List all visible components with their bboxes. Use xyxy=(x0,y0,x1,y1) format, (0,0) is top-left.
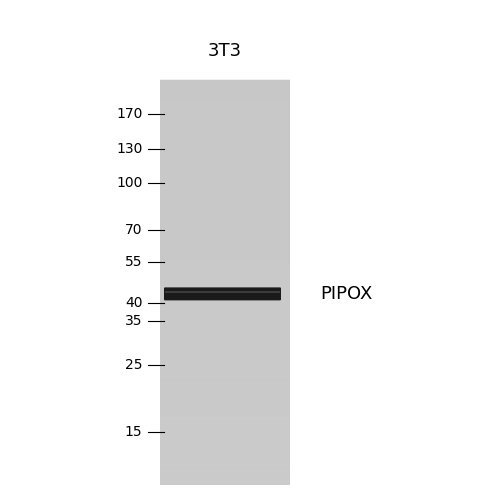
Bar xyxy=(160,126,290,134)
Bar xyxy=(160,86,290,94)
Text: 55: 55 xyxy=(125,254,142,268)
Bar xyxy=(160,308,290,316)
Bar xyxy=(160,268,290,276)
Bar xyxy=(160,194,290,202)
Bar xyxy=(160,416,290,424)
Bar xyxy=(160,106,290,114)
Bar xyxy=(160,207,290,215)
Bar xyxy=(160,336,290,343)
Bar xyxy=(160,376,290,384)
Text: 3T3: 3T3 xyxy=(208,42,242,60)
Bar xyxy=(160,390,290,397)
Bar xyxy=(160,342,290,350)
Bar xyxy=(160,477,290,485)
Bar xyxy=(160,464,290,471)
Bar xyxy=(160,316,290,323)
Text: 170: 170 xyxy=(116,107,142,121)
Bar xyxy=(160,214,290,222)
Bar xyxy=(160,113,290,120)
Bar xyxy=(160,444,290,451)
Bar xyxy=(160,228,290,235)
Bar xyxy=(160,200,290,208)
Bar xyxy=(160,423,290,431)
Bar xyxy=(160,362,290,370)
Bar xyxy=(160,288,290,296)
Bar xyxy=(160,133,290,141)
Bar xyxy=(160,254,290,262)
Bar xyxy=(160,160,290,168)
Bar xyxy=(165,291,280,294)
Bar xyxy=(160,153,290,161)
Bar xyxy=(160,120,290,128)
Bar xyxy=(160,248,290,256)
Text: 70: 70 xyxy=(125,223,142,237)
Bar xyxy=(160,322,290,330)
Text: PIPOX: PIPOX xyxy=(320,285,372,303)
Bar xyxy=(160,180,290,188)
FancyBboxPatch shape xyxy=(164,288,281,300)
Bar xyxy=(160,275,290,282)
Bar xyxy=(160,167,290,174)
Bar xyxy=(160,187,290,194)
Bar xyxy=(160,92,290,100)
Bar xyxy=(160,146,290,154)
Bar xyxy=(160,221,290,228)
Bar xyxy=(160,403,290,411)
Bar xyxy=(160,79,290,87)
Bar xyxy=(160,457,290,465)
Bar xyxy=(160,80,290,485)
Bar xyxy=(160,261,290,269)
Bar xyxy=(160,470,290,478)
Text: 25: 25 xyxy=(125,358,142,372)
Bar xyxy=(160,302,290,310)
Bar xyxy=(160,383,290,390)
Bar xyxy=(160,349,290,357)
Bar xyxy=(160,234,290,242)
Bar xyxy=(160,282,290,289)
Text: 35: 35 xyxy=(125,314,142,328)
Bar xyxy=(160,99,290,107)
Bar xyxy=(160,329,290,336)
Bar xyxy=(160,396,290,404)
Bar xyxy=(160,295,290,303)
Text: 100: 100 xyxy=(116,176,142,190)
Text: 40: 40 xyxy=(125,296,142,310)
Bar xyxy=(160,437,290,444)
Bar xyxy=(160,369,290,377)
Bar xyxy=(160,140,290,147)
Bar xyxy=(160,410,290,418)
Bar xyxy=(160,174,290,181)
Bar xyxy=(160,430,290,438)
Bar xyxy=(160,450,290,458)
Text: 130: 130 xyxy=(116,142,142,156)
Text: 15: 15 xyxy=(125,425,142,439)
Bar xyxy=(160,356,290,364)
Bar xyxy=(160,241,290,249)
